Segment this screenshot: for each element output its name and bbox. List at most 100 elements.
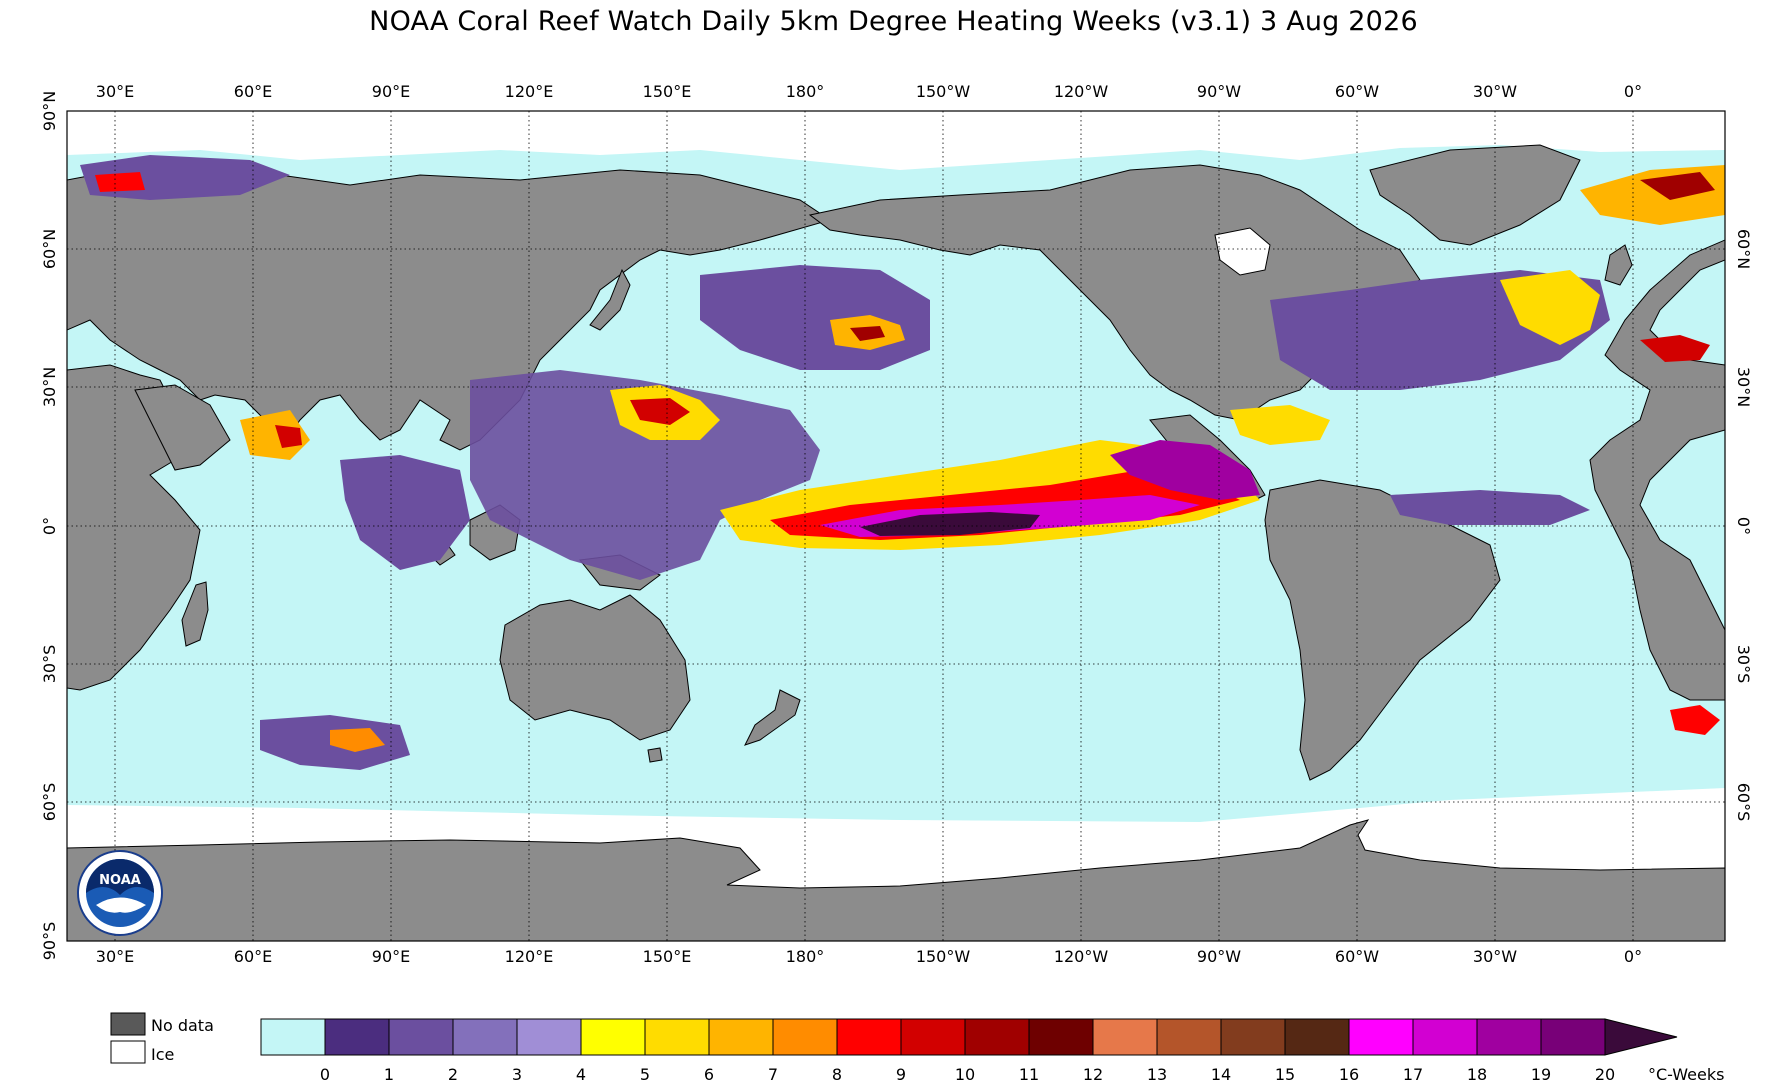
top-lon-label: 60°E — [234, 82, 272, 101]
colorbar-tick-label: 4 — [576, 1065, 586, 1084]
top-lon-label: 180° — [786, 82, 825, 101]
left-lat-label: 0° — [40, 517, 59, 535]
right-lat-label: 0° — [1734, 517, 1753, 535]
uk-landmass — [1604, 244, 1633, 286]
colorbar-extend-arrow — [1604, 1018, 1678, 1056]
colorbar-swatch — [836, 1018, 902, 1056]
colorbar-swatch — [1092, 1018, 1158, 1056]
bottom-longitude-labels: 30°E 60°E 90°E 120°E 150°E 180° 150°W 12… — [96, 947, 1642, 966]
colorbar-tick-label: 13 — [1147, 1065, 1167, 1084]
colorbar-tick-label: 20 — [1595, 1065, 1615, 1084]
bottom-lon-label: 90°W — [1197, 947, 1241, 966]
new-zealand-landmass — [744, 689, 801, 746]
left-latitude-labels: 90°N 60°N 30°N 0° 30°S 60°S 90°S — [40, 91, 59, 960]
left-lat-label: 60°N — [40, 229, 59, 269]
bottom-lon-label: 0° — [1624, 947, 1642, 966]
bottom-lon-label: 120°E — [505, 947, 554, 966]
nodata-label: No data — [151, 1016, 214, 1035]
dhw-equatorial-band-core — [860, 512, 1040, 536]
map-layers — [67, 111, 1725, 941]
dhw-arabian-sea-patch — [240, 410, 310, 460]
dhw-indian-ocean-patch — [340, 455, 470, 570]
colorbar-tick-label: 5 — [640, 1065, 650, 1084]
colorbar-tick-label: 3 — [512, 1065, 522, 1084]
top-lon-label: 150°E — [643, 82, 692, 101]
left-lat-label: 90°S — [40, 922, 59, 961]
colorbar-tick-label: 18 — [1467, 1065, 1487, 1084]
colorbar-tick-label: 12 — [1083, 1065, 1103, 1084]
colorbar-swatch — [1028, 1018, 1094, 1056]
colorbar-tick-label: 1 — [384, 1065, 394, 1084]
colorbar-tick-label: 9 — [896, 1065, 906, 1084]
madagascar-landmass — [181, 581, 209, 647]
bottom-lon-label: 60°W — [1335, 947, 1379, 966]
dhw-pacific-warm-pool — [470, 370, 820, 580]
colorbar-swatch — [1284, 1018, 1350, 1056]
colorbar-swatch — [388, 1018, 454, 1056]
colorbar-swatch — [260, 1018, 326, 1056]
australia-landmass — [499, 594, 691, 741]
dhw-kuroshio-core — [630, 398, 690, 425]
tasmania-landmass — [647, 747, 663, 763]
nodata-swatch — [110, 1012, 146, 1036]
ice-legend-item: Ice — [110, 1040, 174, 1064]
bottom-lon-label: 180° — [786, 947, 825, 966]
colorbar-tick-label: 19 — [1531, 1065, 1551, 1084]
colorbar-tick-label: 0 — [320, 1065, 330, 1084]
right-lat-label: 30°S — [1734, 645, 1753, 684]
dhw-mediterranean-patch — [1640, 335, 1710, 362]
colorbar — [260, 1018, 1678, 1056]
graticule — [67, 111, 1725, 941]
colorbar-swatch — [516, 1018, 582, 1056]
colorbar-ticks: 0 1 2 3 4 5 6 7 8 9 10 11 12 13 14 15 16 17 18 19 20 — [320, 1065, 1615, 1084]
colorbar-swatch — [644, 1018, 710, 1056]
colorbar-tick-label: 11 — [1019, 1065, 1039, 1084]
colorbar-tick-label: 7 — [768, 1065, 778, 1084]
colorbar-swatch — [1540, 1018, 1606, 1056]
arctic-ice — [67, 111, 1725, 170]
bottom-lon-label: 150°W — [916, 947, 971, 966]
colorbar-swatch — [708, 1018, 774, 1056]
right-lat-label: 60°N — [1734, 229, 1753, 269]
colorbar-swatch — [772, 1018, 838, 1056]
bottom-lon-label: 150°E — [643, 947, 692, 966]
colorbar-tick-label: 8 — [832, 1065, 842, 1084]
arabia-landmass — [134, 384, 231, 471]
colorbar-swatch — [964, 1018, 1030, 1056]
left-lat-label: 60°S — [40, 783, 59, 822]
colorbar-swatch — [1220, 1018, 1286, 1056]
bottom-lon-label: 30°W — [1473, 947, 1517, 966]
colorbar-tick-label: 17 — [1403, 1065, 1423, 1084]
japan-landmass — [589, 268, 631, 331]
dhw-nordic-seas-core — [1640, 172, 1715, 200]
dhw-anomaly-layer — [80, 155, 1725, 770]
colorbar-tick-label: 15 — [1275, 1065, 1295, 1084]
colorbar-swatch — [580, 1018, 646, 1056]
left-lat-label: 30°S — [40, 645, 59, 684]
colorbar-tick-label: 2 — [448, 1065, 458, 1084]
colorbar-swatch — [324, 1018, 390, 1056]
dhw-southern-indian-core — [330, 728, 385, 752]
colorbar-tick-label: 14 — [1211, 1065, 1231, 1084]
top-lon-label: 30°W — [1473, 82, 1517, 101]
colorbar-swatch — [900, 1018, 966, 1056]
colorbar-swatch — [1412, 1018, 1478, 1056]
bottom-lon-label: 60°E — [234, 947, 272, 966]
nodata-legend-item: No data — [110, 1012, 214, 1036]
top-lon-label: 0° — [1624, 82, 1642, 101]
top-lon-label: 30°E — [96, 82, 134, 101]
left-lat-label: 90°N — [40, 91, 59, 131]
dhw-caribbean-patch — [1230, 405, 1330, 445]
top-lon-label: 150°W — [916, 82, 971, 101]
ice-swatch — [110, 1040, 146, 1064]
bottom-lon-label: 30°E — [96, 947, 134, 966]
hudson-bay — [1214, 227, 1271, 276]
dhw-north-pacific-center — [850, 326, 885, 341]
colorbar-swatch — [1348, 1018, 1414, 1056]
noaa-logo: NOAA — [77, 850, 163, 936]
top-lon-label: 120°W — [1054, 82, 1109, 101]
top-lon-label: 120°E — [505, 82, 554, 101]
colorbar-tick-label: 16 — [1339, 1065, 1359, 1084]
